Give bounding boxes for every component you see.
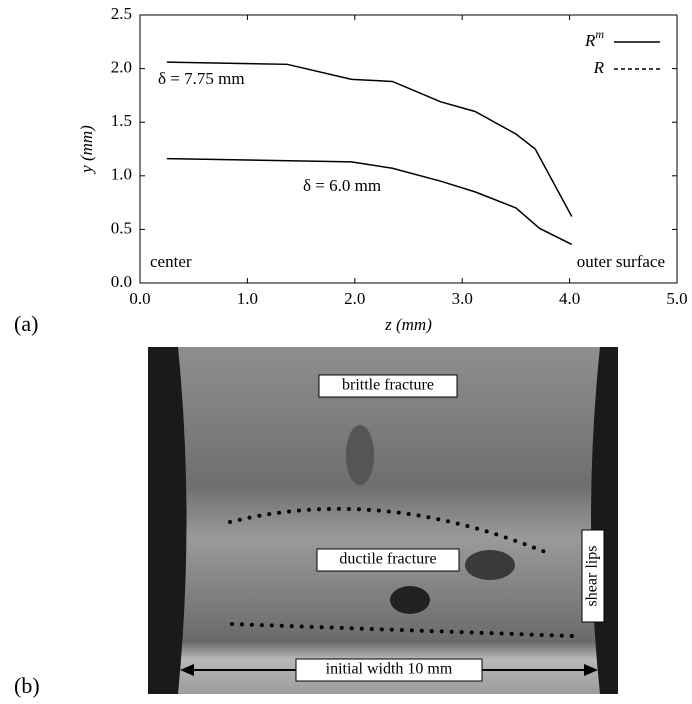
plot-frame	[139, 14, 678, 284]
x-tick-label: 2.0	[344, 289, 365, 308]
annotation: center	[150, 252, 192, 271]
x-tick-label: 0.0	[129, 289, 150, 308]
legend-text: R	[584, 31, 596, 50]
panel-label: (a)	[14, 311, 38, 336]
y-tick-label: 1.0	[111, 165, 132, 184]
y-tick-label: 0.5	[111, 218, 132, 237]
x-tick-label: 5.0	[666, 289, 687, 308]
legend-text: R	[593, 58, 605, 77]
y-tick-label: 2.5	[111, 4, 132, 23]
chart: 0.0 1.0 2.0 3.0 4.0 5.0 0.0 0.5 1.0 1.5 2.0 2.5 z (m…	[77, 4, 688, 334]
x-axis-label: z (mm)	[384, 315, 432, 334]
x-tick-label: 1.0	[237, 289, 258, 308]
data-line	[166, 157, 573, 246]
photo: brittle fracture ductile fracture shear …	[148, 347, 618, 694]
x-tick-label: 4.0	[559, 289, 580, 308]
photo-label: initial width 10 mm	[326, 661, 453, 678]
y-tick-label: 1.5	[111, 111, 132, 130]
legend-sup: m	[595, 27, 604, 41]
legend-label: Rm	[584, 27, 604, 50]
photo-label: brittle fracture	[342, 377, 434, 394]
y-tick-label: 0.0	[111, 272, 132, 291]
legend-label: R	[593, 58, 605, 77]
photo-label: ductile fracture	[339, 551, 436, 568]
panel-label: (b)	[14, 673, 40, 698]
photo-label: shear lips	[584, 546, 601, 607]
x-tick-label: 3.0	[452, 289, 473, 308]
annotation: δ = 7.75 mm	[158, 69, 245, 88]
y-axis-label: y (mm)	[77, 125, 96, 175]
annotation: δ = 6.0 mm	[303, 176, 381, 195]
data-line	[166, 61, 573, 217]
y-tick-label: 2.0	[111, 58, 132, 77]
annotation: outer surface	[577, 252, 665, 271]
